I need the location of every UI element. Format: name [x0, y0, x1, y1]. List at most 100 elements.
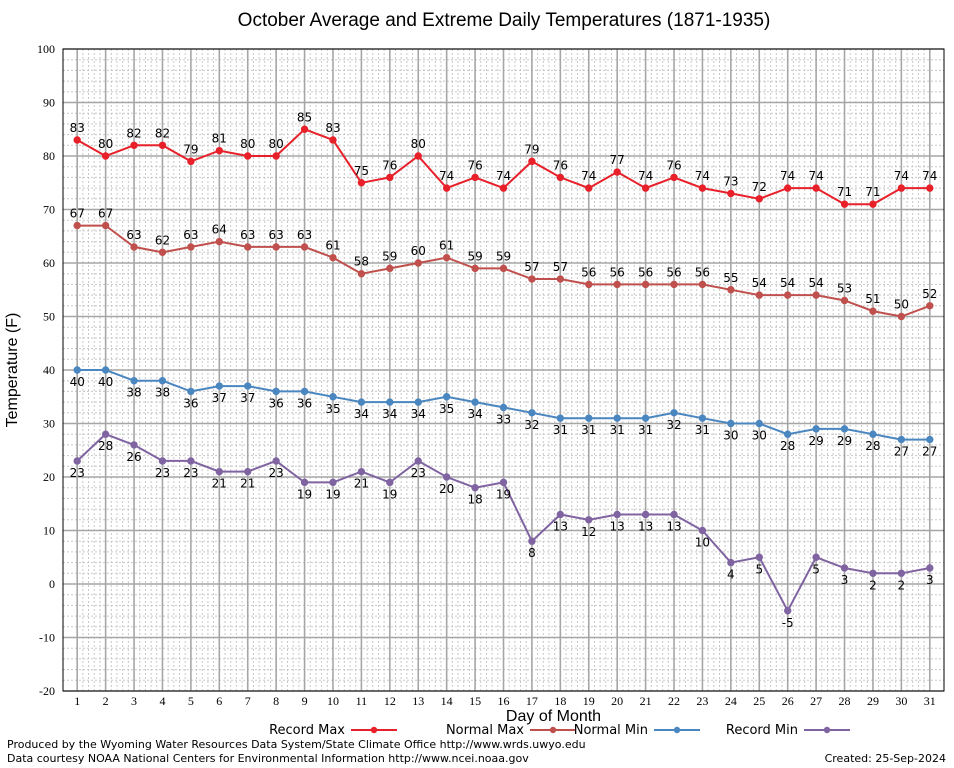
y-tick-label: 50 — [43, 310, 55, 324]
record-min-data-label: 2 — [898, 578, 906, 592]
record-min-data-label: 8 — [528, 546, 536, 560]
record-max-point — [215, 146, 224, 155]
normal-max-point — [442, 253, 451, 262]
normal-max-data-label: 56 — [695, 265, 710, 279]
normal-max-data-label: 63 — [126, 228, 141, 242]
normal-min-point — [641, 414, 650, 422]
x-tick-label: 10 — [327, 694, 339, 708]
record-max-data-label: 83 — [325, 121, 340, 135]
record-min-data-label: 23 — [70, 466, 85, 480]
record-max-point — [641, 184, 650, 192]
record-max-data-label: 72 — [752, 180, 767, 194]
series-record-max: 83 80 82 82 79 81 80 80 85 83 75 76 80 74 76 74 79 76 74 77… — [70, 110, 937, 208]
record-max-data-label: 75 — [354, 164, 369, 178]
normal-min-point — [101, 366, 110, 374]
record-max-data-label: 81 — [212, 132, 227, 146]
record-min-data-label: 4 — [727, 568, 735, 582]
x-tick-label: 22 — [668, 694, 680, 708]
x-tick-label: 28 — [839, 694, 851, 708]
normal-min-data-label: 29 — [837, 434, 852, 448]
normal-min-point — [613, 414, 621, 422]
normal-max-data-label: 61 — [325, 239, 340, 253]
normal-min-data-label: 29 — [808, 434, 823, 448]
record-max-data-label: 74 — [894, 169, 909, 183]
normal-min-data-label: 40 — [70, 375, 85, 389]
normal-max-point — [471, 264, 479, 273]
normal-min-point — [698, 414, 707, 422]
record-min-point — [727, 558, 735, 567]
normal-max-point — [215, 237, 224, 246]
record-max-data-label: 74 — [808, 169, 823, 183]
normal-max-point — [187, 243, 195, 251]
normal-max-data-label: 64 — [212, 223, 227, 237]
record-min-data-label: 5 — [755, 562, 763, 576]
legend-label-normal-min: Normal Min — [574, 723, 648, 738]
normal-min-point — [897, 435, 906, 444]
legend-marker-record-max — [370, 726, 378, 734]
series-normal-max: 67 67 63 62 63 64 63 63 63 61 58 59 60 61 59 59 57 57 56 56… — [70, 207, 937, 321]
normal-min-point — [471, 398, 479, 406]
normal-max-point — [158, 248, 167, 257]
record-max-point — [670, 173, 678, 182]
record-max-point — [613, 168, 621, 176]
x-tick-label: 6 — [216, 694, 222, 708]
record-max-data-label: 79 — [524, 142, 539, 156]
normal-min-data-label: 31 — [581, 423, 596, 437]
record-max-point — [414, 152, 422, 160]
record-max-data-label: 80 — [411, 137, 426, 151]
normal-min-data-label: 36 — [297, 396, 312, 410]
normal-min-point — [300, 387, 309, 396]
record-max-data-label: 74 — [922, 169, 937, 183]
normal-min-data-label: 36 — [269, 396, 284, 410]
record-min-data-label: 13 — [610, 519, 625, 533]
normal-min-point — [926, 435, 934, 444]
normal-max-data-label: 56 — [610, 265, 625, 279]
record-max-point — [812, 184, 820, 192]
record-min-point — [926, 564, 934, 572]
record-max-data-label: 82 — [126, 126, 141, 140]
record-min-data-label: 18 — [467, 493, 482, 507]
normal-min-point — [783, 430, 792, 438]
x-tick-label: 11 — [356, 694, 368, 708]
x-tick-label: 14 — [441, 694, 453, 708]
record-max-data-label: 71 — [865, 185, 880, 199]
normal-max-data-label: 56 — [581, 265, 596, 279]
normal-max-data-label: 52 — [922, 287, 937, 301]
normal-max-data-label: 59 — [382, 249, 397, 263]
record-min-point — [442, 473, 451, 481]
normal-min-data-label: 31 — [553, 423, 568, 437]
legend-item-normal-min: Normal Min — [574, 723, 700, 738]
record-min-data-label: 2 — [869, 578, 877, 592]
record-min-point — [812, 553, 820, 561]
normal-min-data-label: 37 — [240, 391, 255, 405]
record-max-point — [897, 184, 906, 192]
normal-max-point — [300, 243, 309, 251]
x-tick-label: 16 — [498, 694, 510, 708]
record-min-data-label: 19 — [496, 487, 511, 501]
x-tick-label: 7 — [245, 694, 251, 708]
y-tick-label: 10 — [43, 524, 55, 538]
record-max-data-label: 83 — [70, 121, 85, 135]
normal-min-point — [357, 398, 366, 406]
normal-min-point — [386, 398, 394, 406]
record-min-data-label: 19 — [382, 487, 397, 501]
record-min-data-label: 13 — [553, 519, 568, 533]
record-min-point — [158, 457, 167, 465]
record-min-data-label: 3 — [841, 573, 849, 587]
x-tick-label: 5 — [188, 694, 194, 708]
record-max-point — [840, 200, 849, 208]
normal-max-data-label: 51 — [865, 292, 880, 306]
normal-min-point — [130, 377, 138, 385]
normal-max-data-label: 63 — [240, 228, 255, 242]
x-tick-label: 21 — [640, 694, 652, 708]
record-max-point — [556, 173, 565, 182]
legend-label-record-max: Record Max — [269, 723, 345, 738]
normal-max-data-label: 57 — [553, 260, 568, 274]
record-min-point — [698, 526, 707, 535]
record-max-point — [783, 184, 792, 192]
x-tick-label: 13 — [412, 694, 424, 708]
normal-max-data-label: 53 — [837, 281, 852, 295]
normal-max-data-label: 67 — [70, 207, 85, 221]
normal-max-data-label: 54 — [752, 276, 767, 290]
x-tick-label: 17 — [526, 694, 538, 708]
